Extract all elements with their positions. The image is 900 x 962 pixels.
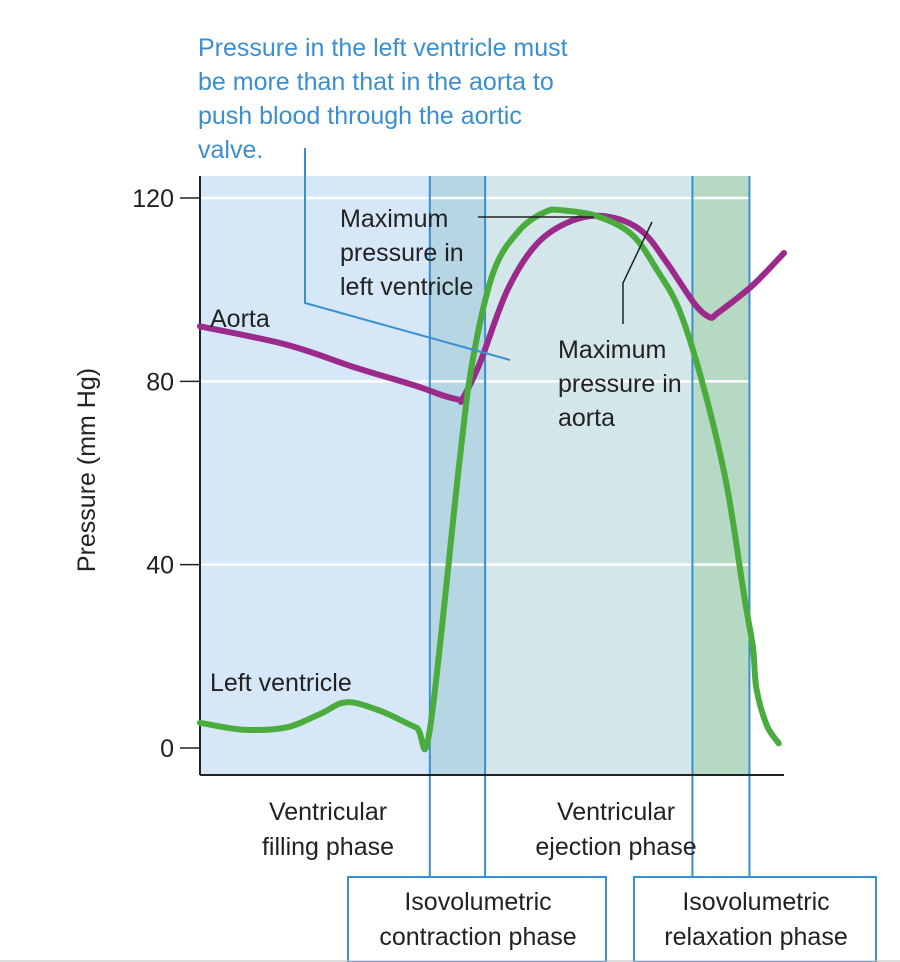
phase-band-0 bbox=[200, 176, 430, 775]
ejection-phase-label-2: ejection phase bbox=[535, 833, 696, 861]
contraction-phase-label-2: contraction phase bbox=[379, 923, 576, 951]
contraction-phase-label-1: Isovolumetric bbox=[404, 888, 551, 916]
annotation-leader-line bbox=[304, 148, 511, 361]
max-lv-line-3: left ventricle bbox=[340, 273, 473, 301]
y-tick-label-0: 0 bbox=[160, 735, 174, 763]
annotation-line-3: push blood through the aortic bbox=[198, 102, 522, 130]
aortic-valve-annotation: Pressure in the left ventricle must be m… bbox=[198, 34, 568, 361]
y-tick-label-120: 120 bbox=[132, 185, 174, 213]
aorta-series-line bbox=[197, 212, 787, 405]
max-left-ventricle-annotation: Maximum pressure in left ventricle bbox=[340, 205, 594, 301]
phase-band-2 bbox=[485, 176, 693, 775]
relaxation-phase-box bbox=[633, 876, 877, 962]
filling-phase-label-1: Ventricular bbox=[269, 798, 387, 826]
max-lv-line-1: Maximum bbox=[340, 205, 448, 233]
filling-phase-label-2: filling phase bbox=[262, 833, 394, 861]
phase-band-3 bbox=[692, 176, 750, 775]
relaxation-phase-label-1: Isovolumetric bbox=[682, 888, 829, 916]
max-aorta-annotation: Maximum pressure in aorta bbox=[558, 221, 682, 432]
y-ticks: 0 40 80 120 bbox=[132, 185, 200, 763]
contraction-phase-box bbox=[347, 876, 607, 962]
y-tick-label-80: 80 bbox=[146, 368, 174, 396]
y-tick-label-40: 40 bbox=[146, 552, 174, 580]
annotation-line-1: Pressure in the left ventricle must bbox=[198, 34, 568, 62]
y-axis-label: Pressure (mm Hg) bbox=[73, 368, 101, 572]
aorta-series-label: Aorta bbox=[210, 305, 270, 333]
phase-labels: Ventricular filling phase Ventricular ej… bbox=[262, 798, 877, 962]
max-aorta-line-1: Maximum bbox=[558, 336, 666, 364]
axes bbox=[199, 176, 784, 776]
relaxation-phase-label-2: relaxation phase bbox=[664, 923, 847, 951]
phase-bands bbox=[200, 176, 750, 775]
max-aorta-line-2: pressure in bbox=[558, 370, 682, 398]
annotation-line-4: valve. bbox=[198, 136, 263, 164]
max-aorta-line-3: aorta bbox=[558, 404, 615, 432]
annotation-line-2: be more than that in the aorta to bbox=[198, 68, 554, 96]
max-lv-line-2: pressure in bbox=[340, 239, 464, 267]
left-ventricle-series-label: Left ventricle bbox=[210, 669, 352, 697]
max-aorta-leader-line bbox=[622, 221, 653, 324]
ejection-phase-label-1: Ventricular bbox=[557, 798, 675, 826]
gridlines bbox=[200, 196, 784, 566]
